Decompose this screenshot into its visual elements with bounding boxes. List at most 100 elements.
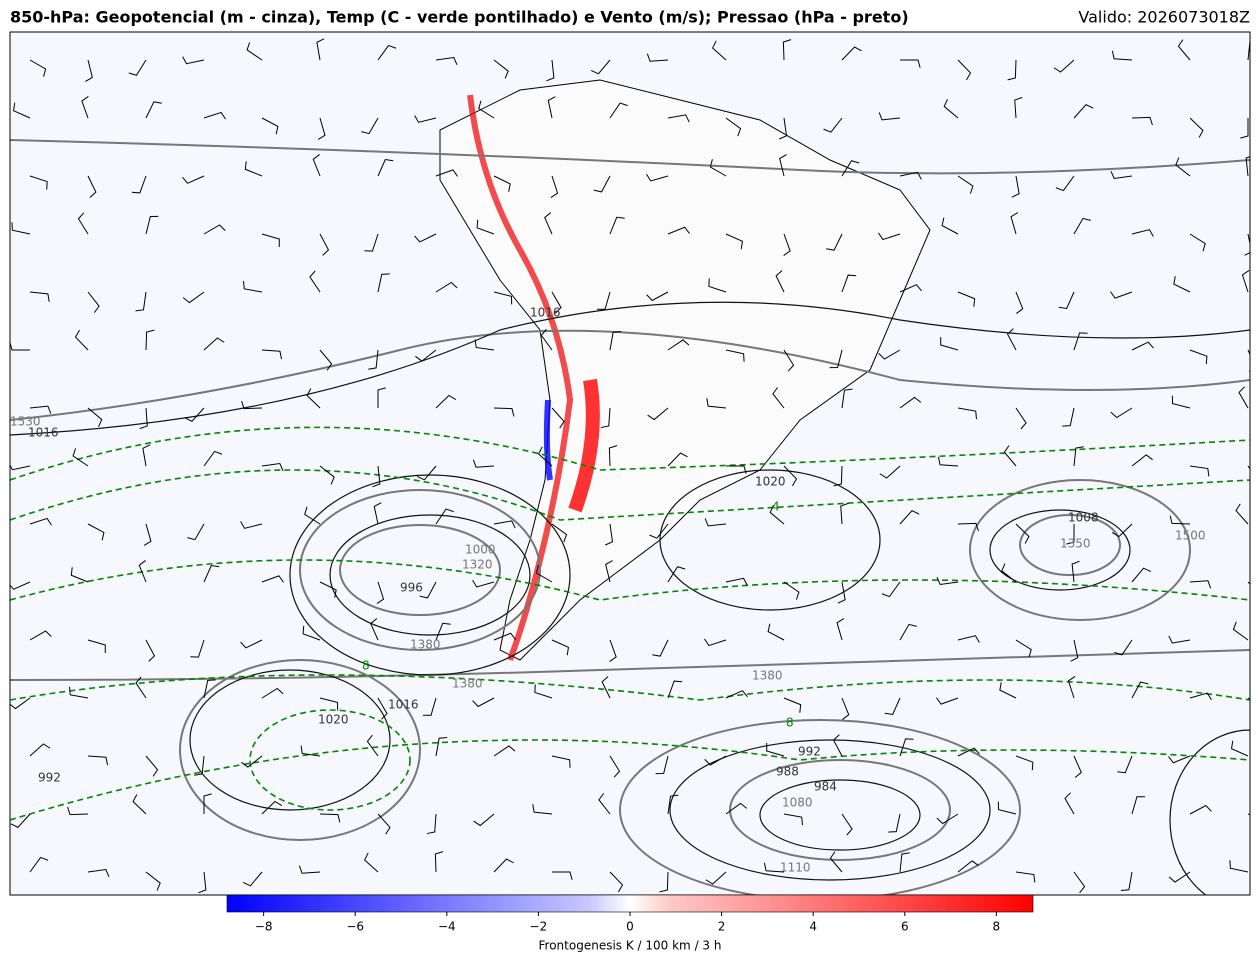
wind-barb — [725, 349, 745, 362]
wind-barb — [551, 523, 568, 543]
wind-barb — [373, 502, 382, 525]
wind-barb — [552, 871, 573, 880]
wind-barb — [1073, 332, 1088, 351]
wind-barb — [601, 676, 611, 699]
wind-barb — [29, 291, 50, 302]
contour-label: 1080 — [782, 796, 813, 810]
wind-barb — [957, 860, 979, 873]
contour-label: 996 — [400, 581, 423, 595]
wind-barb — [70, 567, 89, 583]
wind-barb — [1240, 118, 1249, 139]
wind-barb — [203, 337, 225, 351]
wind-barb — [72, 448, 89, 467]
wind-barb — [1120, 871, 1133, 891]
wind-barb — [667, 680, 683, 699]
wind-barb — [366, 734, 379, 757]
wind-barb — [87, 755, 109, 766]
wind-barb — [1062, 407, 1075, 427]
wind-barb — [1241, 270, 1250, 293]
wind-barb — [936, 697, 959, 705]
wind-barb — [841, 813, 853, 836]
contour-label: 1016 — [28, 426, 59, 440]
wind-barb — [646, 53, 669, 62]
wind-barb — [884, 697, 901, 715]
wind-barb — [11, 222, 31, 235]
wind-barb — [1070, 639, 1079, 662]
wind-barb — [319, 697, 339, 711]
wind-barb — [600, 407, 611, 429]
wind-barb — [435, 394, 457, 409]
wind-barb — [241, 400, 263, 410]
wind-barb — [182, 291, 205, 304]
wind-barb — [145, 871, 161, 891]
wind-barb — [1073, 217, 1091, 235]
wind-barb — [936, 576, 959, 586]
colorbar-tick-label: 4 — [809, 920, 817, 934]
wind-barb — [783, 233, 791, 256]
wind-barb — [1066, 524, 1075, 545]
wind-barb — [145, 639, 156, 662]
wind-barb — [87, 639, 106, 653]
wind-barb — [726, 465, 747, 474]
wind-barb — [377, 44, 397, 61]
wind-barb — [319, 233, 330, 256]
colorbar-tick-label: −4 — [438, 920, 456, 934]
wind-barb — [246, 42, 263, 61]
wind-barb — [364, 233, 379, 252]
wind-barb — [194, 755, 205, 776]
wind-barb — [473, 813, 495, 827]
contour-label: 4 — [772, 500, 780, 514]
wind-barb — [435, 169, 458, 177]
colorbar-tick-label: 0 — [626, 920, 634, 934]
wind-barb — [1173, 276, 1191, 293]
wind-barb — [551, 755, 571, 768]
wind-barb — [604, 523, 614, 546]
wind-barb — [476, 219, 495, 235]
wind-barb — [87, 175, 97, 198]
wind-barb — [319, 465, 335, 485]
wind-barb — [300, 745, 321, 757]
wind-barb — [957, 407, 977, 420]
wind-barb — [1055, 175, 1075, 192]
wind-barb — [1131, 116, 1153, 126]
wind-barb — [879, 465, 901, 479]
wind-barb — [1073, 755, 1082, 778]
colorbar-tick-label: −2 — [530, 920, 548, 934]
wind-barb — [304, 506, 321, 525]
wind-barb — [1131, 796, 1145, 815]
wind-barb — [190, 639, 205, 658]
wind-barb — [414, 233, 437, 243]
wind-barb — [646, 291, 669, 302]
colorbar-tick-label: −8 — [255, 920, 273, 934]
wind-barb — [878, 112, 901, 121]
wind-barb — [309, 270, 321, 293]
wind-barb — [493, 745, 516, 757]
wind-barb — [551, 407, 565, 429]
wind-barb — [306, 388, 321, 409]
wind-barb — [145, 755, 159, 777]
wind-barb — [312, 154, 321, 177]
wind-barb — [435, 622, 451, 641]
geopotential-contours — [10, 139, 1250, 895]
wind-barb — [67, 806, 89, 816]
wind-barb — [29, 517, 52, 526]
wind-barb — [69, 686, 89, 699]
wind-barb — [783, 465, 798, 487]
wind-barb — [419, 581, 437, 599]
wind-barb — [81, 96, 89, 119]
wind-barb — [1071, 560, 1080, 583]
wind-barb — [240, 521, 263, 529]
wind-barb — [1073, 446, 1084, 467]
wind-barb — [203, 111, 226, 120]
wind-barb — [709, 159, 727, 177]
wind-barb — [261, 349, 283, 360]
wind-barb — [1073, 871, 1086, 894]
wind-barb — [435, 56, 458, 66]
wind-barb — [841, 274, 857, 293]
wind-barb — [608, 445, 618, 467]
wind-barb — [667, 226, 690, 235]
wind-barb — [1011, 175, 1020, 198]
wind-barb — [997, 801, 1017, 815]
wind-barb — [29, 856, 49, 873]
wind-barb — [203, 565, 220, 583]
